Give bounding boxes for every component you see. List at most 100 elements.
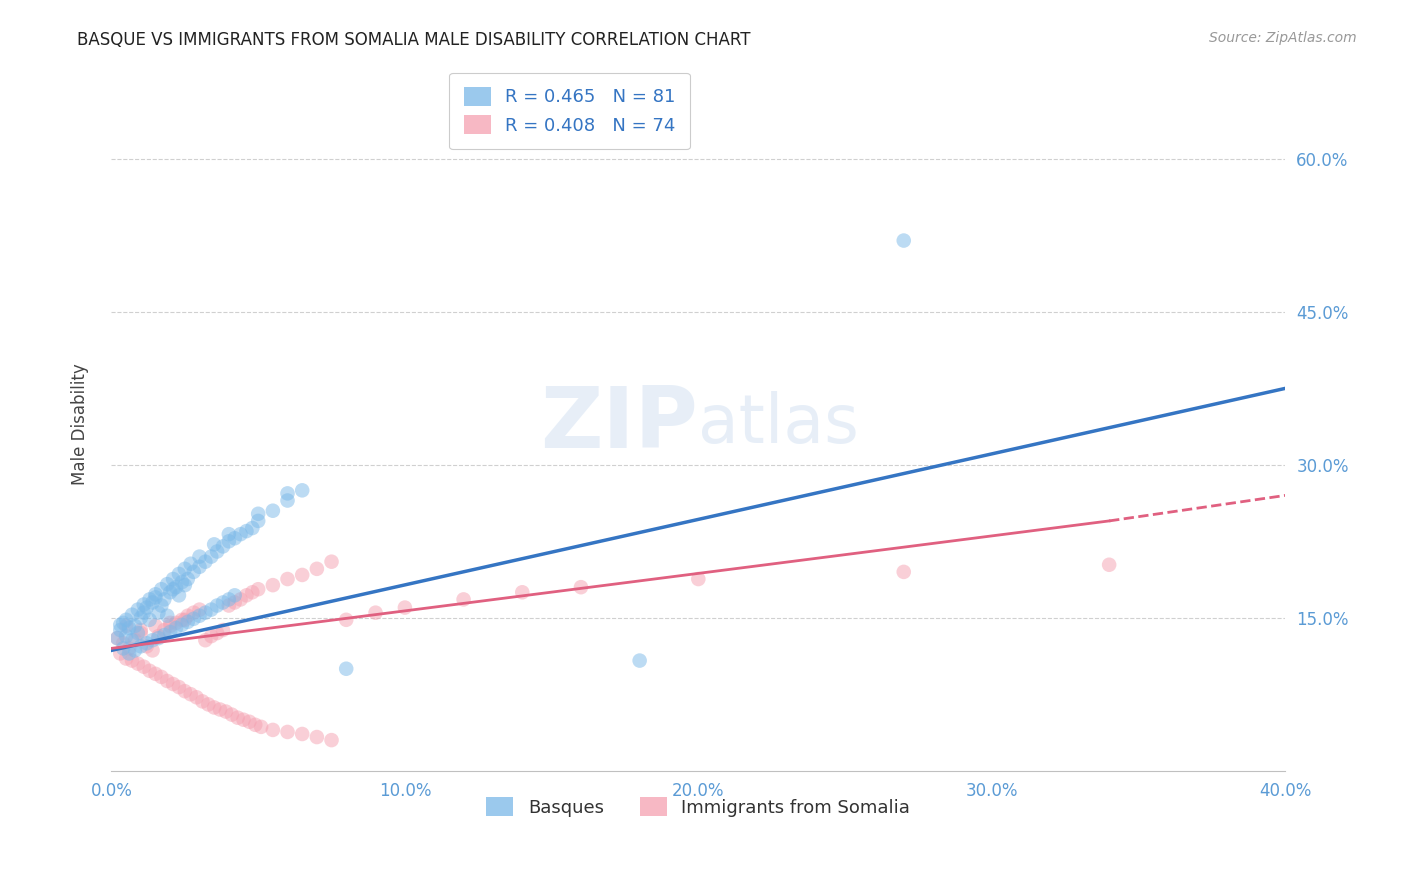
Point: [321, 733, 343, 747]
Point: [188, 608, 211, 623]
Legend: Basques, Immigrants from Somalia: Basques, Immigrants from Somalia: [479, 790, 918, 824]
Point: [110, 623, 132, 637]
Point: [276, 493, 298, 508]
Point: [212, 595, 235, 609]
Point: [121, 654, 143, 668]
Point: [170, 575, 193, 590]
Point: [238, 714, 260, 729]
Point: [202, 537, 225, 551]
Point: [305, 562, 328, 576]
Point: [153, 592, 176, 607]
Point: [205, 544, 228, 558]
Point: [112, 615, 135, 630]
Point: [364, 606, 387, 620]
Point: [141, 633, 163, 648]
Text: ZIP: ZIP: [540, 383, 699, 466]
Point: [188, 549, 211, 564]
Point: [162, 572, 184, 586]
Point: [162, 677, 184, 691]
Point: [200, 602, 222, 616]
Point: [291, 727, 314, 741]
Point: [688, 572, 710, 586]
Point: [156, 608, 179, 623]
Point: [148, 606, 170, 620]
Point: [153, 628, 176, 642]
Point: [112, 641, 135, 656]
Point: [159, 625, 181, 640]
Point: [250, 720, 273, 734]
Point: [167, 680, 190, 694]
Point: [232, 713, 254, 727]
Point: [229, 527, 252, 541]
Point: [183, 612, 205, 626]
Point: [183, 606, 205, 620]
Point: [212, 623, 235, 637]
Point: [173, 613, 195, 627]
Point: [218, 527, 240, 541]
Point: [115, 629, 138, 643]
Point: [194, 606, 217, 620]
Point: [628, 654, 651, 668]
Point: [200, 549, 222, 564]
Point: [129, 626, 152, 640]
Point: [276, 725, 298, 739]
Point: [197, 698, 219, 712]
Point: [180, 687, 202, 701]
Point: [121, 633, 143, 648]
Point: [305, 730, 328, 744]
Point: [138, 613, 160, 627]
Point: [321, 555, 343, 569]
Point: [162, 582, 184, 597]
Point: [202, 700, 225, 714]
Point: [221, 707, 243, 722]
Point: [165, 621, 187, 635]
Point: [510, 585, 533, 599]
Point: [245, 718, 267, 732]
Point: [170, 613, 193, 627]
Point: [167, 566, 190, 581]
Point: [173, 684, 195, 698]
Y-axis label: Male Disability: Male Disability: [72, 363, 89, 485]
Point: [1098, 558, 1121, 572]
Point: [150, 582, 173, 597]
Point: [121, 607, 143, 622]
Point: [148, 629, 170, 643]
Point: [150, 599, 173, 613]
Point: [173, 562, 195, 576]
Point: [205, 599, 228, 613]
Point: [893, 234, 915, 248]
Point: [276, 486, 298, 500]
Point: [159, 615, 181, 630]
Point: [115, 613, 138, 627]
Point: [224, 595, 246, 609]
Point: [156, 673, 179, 688]
Point: [127, 626, 149, 640]
Point: [129, 611, 152, 625]
Point: [188, 559, 211, 574]
Point: [177, 572, 200, 586]
Point: [194, 633, 217, 648]
Point: [200, 629, 222, 643]
Point: [127, 657, 149, 671]
Point: [141, 643, 163, 657]
Point: [191, 694, 214, 708]
Point: [224, 531, 246, 545]
Point: [335, 613, 357, 627]
Point: [218, 599, 240, 613]
Point: [145, 619, 167, 633]
Point: [110, 618, 132, 632]
Point: [165, 615, 187, 630]
Point: [262, 578, 284, 592]
Point: [226, 711, 249, 725]
Point: [453, 592, 475, 607]
Point: [235, 524, 257, 538]
Point: [183, 565, 205, 579]
Point: [132, 606, 155, 620]
Point: [180, 557, 202, 571]
Point: [218, 592, 240, 607]
Point: [188, 602, 211, 616]
Point: [276, 572, 298, 586]
Point: [115, 651, 138, 665]
Point: [135, 640, 157, 654]
Text: atlas: atlas: [699, 391, 859, 457]
